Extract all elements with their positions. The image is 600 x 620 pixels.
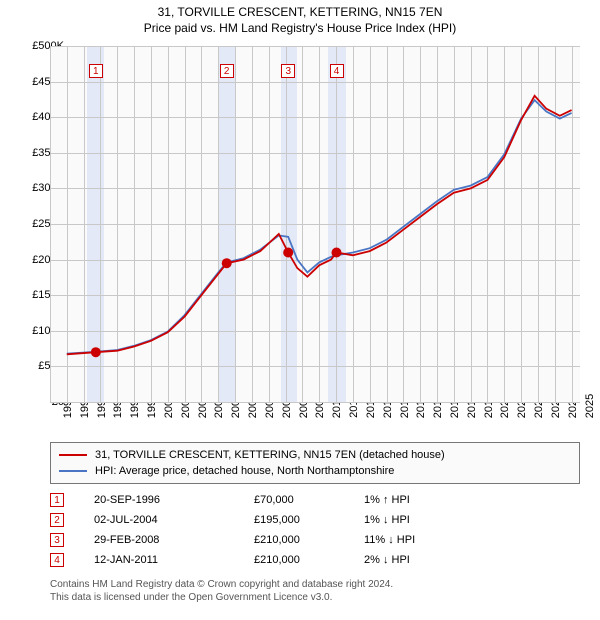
sales-cell-price: £210,000 <box>254 534 364 546</box>
sales-cell-date: 20-SEP-1996 <box>64 494 254 506</box>
sale-marker-box: 1 <box>89 64 103 78</box>
legend-label-property: 31, TORVILLE CRESCENT, KETTERING, NN15 7… <box>95 449 445 461</box>
sales-row: 120-SEP-1996£70,0001% ↑ HPI <box>50 490 484 510</box>
gridline-h <box>50 402 580 403</box>
sales-row: 202-JUL-2004£195,0001% ↓ HPI <box>50 510 484 530</box>
legend-swatch-property <box>59 454 87 456</box>
footer-note: Contains HM Land Registry data © Crown c… <box>50 578 580 604</box>
sale-dot <box>91 347 101 357</box>
sales-cell-date: 02-JUL-2004 <box>64 514 254 526</box>
sales-cell-date: 12-JAN-2011 <box>64 554 254 566</box>
sales-cell-date: 29-FEB-2008 <box>64 534 254 546</box>
title-block: 31, TORVILLE CRESCENT, KETTERING, NN15 7… <box>0 0 600 36</box>
series-svg <box>50 46 580 402</box>
plot-area: 1 2 3 4 <box>50 46 580 402</box>
legend: 31, TORVILLE CRESCENT, KETTERING, NN15 7… <box>50 442 580 484</box>
sales-cell-diff: 2% ↓ HPI <box>364 554 484 566</box>
title-line-2: Price paid vs. HM Land Registry's House … <box>0 20 600 36</box>
sales-cell-diff: 1% ↓ HPI <box>364 514 484 526</box>
legend-label-hpi: HPI: Average price, detached house, Nort… <box>95 465 394 477</box>
sale-marker-box: 2 <box>50 513 64 527</box>
sale-dot <box>332 248 342 258</box>
sales-cell-diff: 1% ↑ HPI <box>364 494 484 506</box>
sale-marker-box: 4 <box>50 553 64 567</box>
sale-marker-box: 1 <box>50 493 64 507</box>
sales-row: 329-FEB-2008£210,00011% ↓ HPI <box>50 530 484 550</box>
series-line-hpi <box>67 100 572 354</box>
sale-marker-box: 3 <box>50 533 64 547</box>
sale-marker-box: 3 <box>281 64 295 78</box>
legend-row-hpi: HPI: Average price, detached house, Nort… <box>59 463 571 479</box>
sales-table: 120-SEP-1996£70,0001% ↑ HPI202-JUL-2004£… <box>50 490 484 570</box>
legend-row-property: 31, TORVILLE CRESCENT, KETTERING, NN15 7… <box>59 447 571 463</box>
sales-cell-price: £195,000 <box>254 514 364 526</box>
sales-cell-price: £210,000 <box>254 554 364 566</box>
footer-line-1: Contains HM Land Registry data © Crown c… <box>50 578 580 591</box>
sales-cell-diff: 11% ↓ HPI <box>364 534 484 546</box>
chart-container: 31, TORVILLE CRESCENT, KETTERING, NN15 7… <box>0 0 600 620</box>
sales-row: 412-JAN-2011£210,0002% ↓ HPI <box>50 550 484 570</box>
sale-dot <box>283 248 293 258</box>
sale-dot <box>222 258 232 268</box>
series-line-property <box>67 96 572 355</box>
sales-cell-price: £70,000 <box>254 494 364 506</box>
sale-marker-box: 4 <box>330 64 344 78</box>
footer-line-2: This data is licensed under the Open Gov… <box>50 591 580 604</box>
title-line-1: 31, TORVILLE CRESCENT, KETTERING, NN15 7… <box>0 4 600 20</box>
sale-marker-box: 2 <box>220 64 234 78</box>
legend-swatch-hpi <box>59 470 87 472</box>
